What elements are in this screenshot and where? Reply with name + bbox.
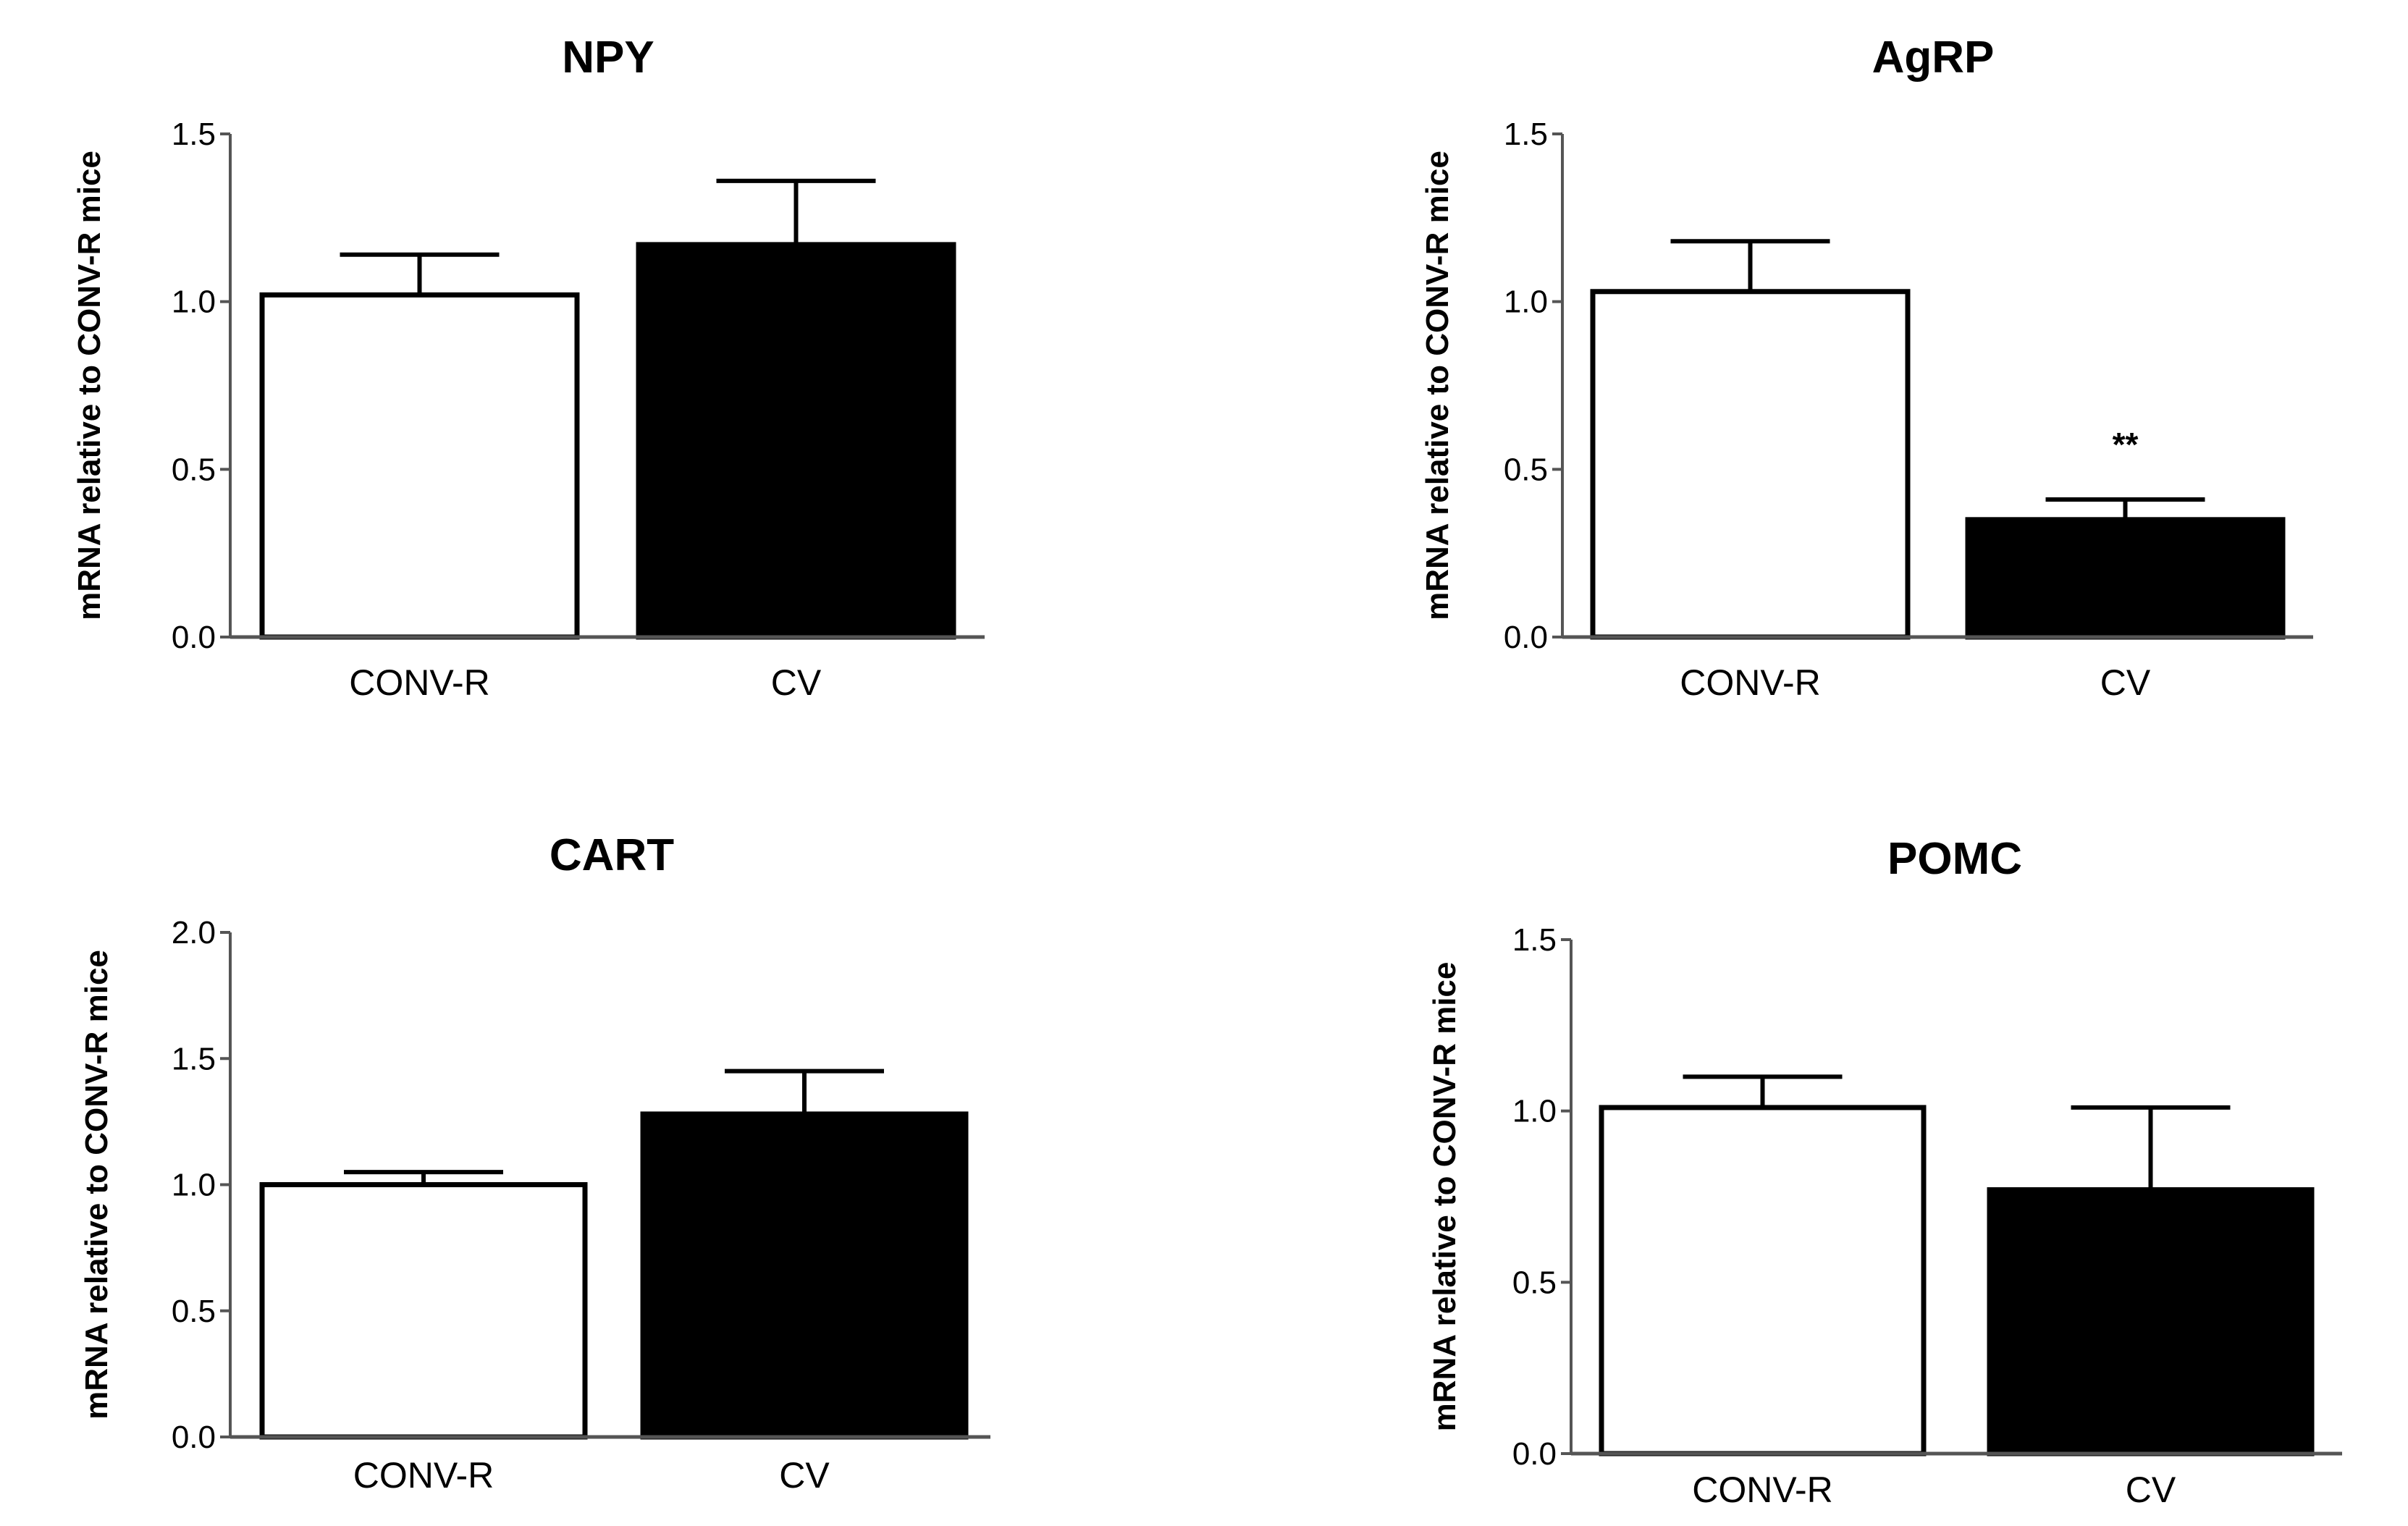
- chart-title: CART: [550, 830, 674, 880]
- y-tick-label: 1.0: [172, 1168, 216, 1203]
- y-tick-label: 0.5: [172, 1294, 216, 1329]
- bar-conv-r: [259, 1182, 588, 1440]
- y-tick-label: 1.5: [1512, 922, 1557, 958]
- y-tick-label: 0.0: [1504, 620, 1548, 655]
- x-category-label: CONV-R: [1692, 1470, 1832, 1510]
- chart-panel-cart: CART mRNA relative to CONV-R mice 0.0 0.5 1.…: [79, 830, 990, 1496]
- y-axis-label: mRNA relative to CONV-R mice: [1420, 151, 1455, 620]
- x-category-label: CONV-R: [349, 662, 489, 703]
- y-axis-label: mRNA relative to CONV-R mice: [72, 151, 107, 620]
- x-category-label: CV: [2100, 662, 2151, 703]
- chart-title: POMC: [1887, 834, 2022, 884]
- bar-cv: [640, 1111, 969, 1440]
- y-tick-label: 1.5: [1504, 117, 1548, 152]
- bar-cv: [636, 242, 956, 640]
- y-axis-label: mRNA relative to CONV-R mice: [1427, 962, 1462, 1432]
- y-tick-label: 1.0: [1512, 1094, 1557, 1129]
- y-tick-label: 0.5: [1504, 452, 1548, 487]
- y-tick-label: 0.0: [172, 1420, 216, 1455]
- y-tick-label: 2.0: [172, 915, 216, 950]
- x-category-label: CV: [779, 1455, 830, 1496]
- x-category-label: CV: [2126, 1470, 2176, 1510]
- y-tick-label: 0.0: [1512, 1436, 1557, 1472]
- y-axis-label: mRNA relative to CONV-R mice: [79, 950, 114, 1420]
- y-tick-label: 1.0: [172, 284, 216, 320]
- significance-label: **: [2113, 426, 2139, 463]
- chart-title: AgRP: [1872, 33, 1995, 83]
- y-tick-label: 0.0: [172, 620, 216, 655]
- x-category-label: CONV-R: [353, 1455, 494, 1496]
- chart-panel-npy: NPY mRNA relative to CONV-R mice 0.0 0.5 1.0…: [72, 33, 985, 703]
- chart-panel-agrp: AgRP mRNA relative to CONV-R mice 0.0 0.5 1.…: [1420, 33, 2313, 703]
- bar-conv-r: [1590, 289, 1911, 640]
- y-tick-label: 1.0: [1504, 284, 1548, 320]
- y-tick-label: 1.5: [172, 1041, 216, 1076]
- x-category-label: CONV-R: [1680, 662, 1820, 703]
- y-tick-label: 1.5: [172, 117, 216, 152]
- bar-cv: [1987, 1187, 2315, 1457]
- chart-title: NPY: [562, 33, 654, 83]
- bar-conv-r: [259, 292, 580, 640]
- bar-conv-r: [1599, 1105, 1927, 1457]
- chart-panel-pomc: POMC mRNA relative to CONV-R mice 0.0 0.5 1.…: [1427, 834, 2342, 1510]
- bar-cv: [1965, 517, 2286, 640]
- y-tick-label: 0.5: [1512, 1265, 1557, 1300]
- x-category-label: CV: [771, 662, 822, 703]
- y-tick-label: 0.5: [172, 452, 216, 487]
